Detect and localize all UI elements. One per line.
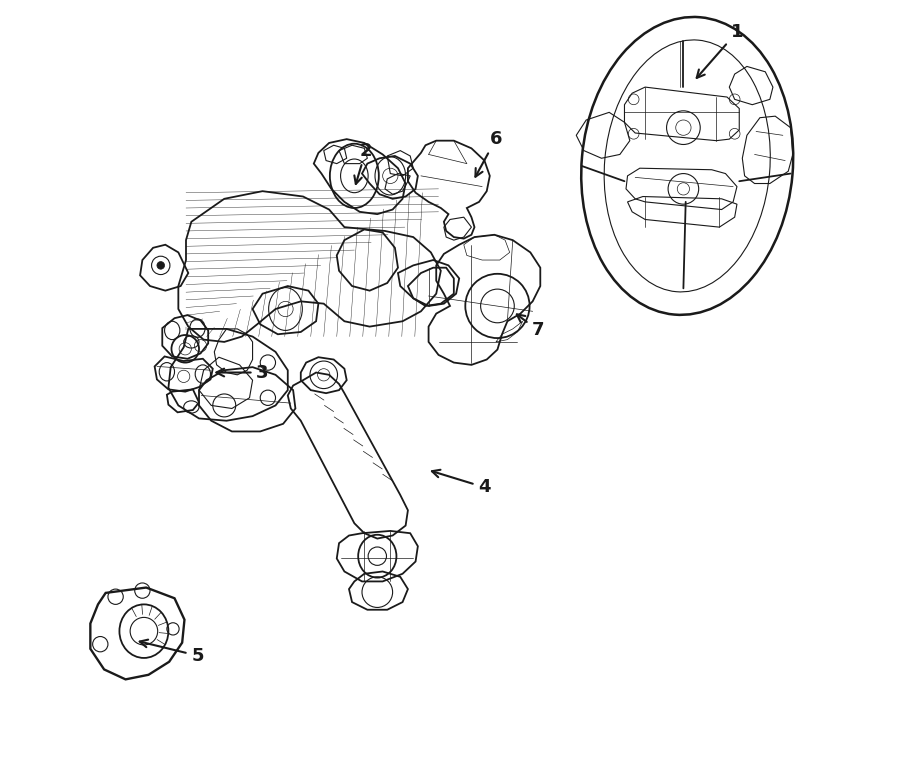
Ellipse shape (157, 262, 165, 270)
Text: 4: 4 (432, 470, 491, 496)
Text: 5: 5 (140, 640, 203, 664)
Text: 2: 2 (355, 141, 372, 184)
Text: 3: 3 (216, 363, 269, 382)
Text: 1: 1 (697, 23, 743, 78)
Text: 7: 7 (517, 314, 544, 339)
Text: 6: 6 (475, 130, 502, 177)
